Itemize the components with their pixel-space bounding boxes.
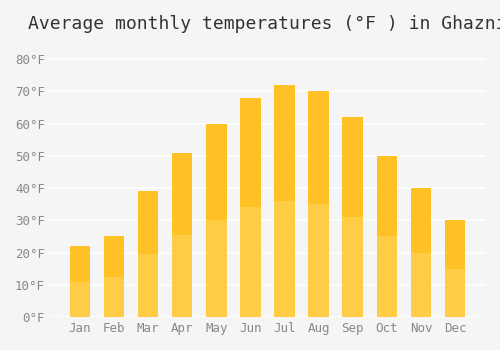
Bar bbox=[308, 204, 329, 317]
Bar bbox=[206, 220, 227, 317]
Bar bbox=[104, 237, 124, 317]
Bar bbox=[206, 124, 227, 317]
Title: Average monthly temperatures (°F ) in Ghazni: Average monthly temperatures (°F ) in Gh… bbox=[28, 15, 500, 33]
Bar bbox=[104, 277, 124, 317]
Bar bbox=[376, 156, 397, 317]
Bar bbox=[138, 191, 158, 317]
Bar bbox=[308, 91, 329, 317]
Bar bbox=[308, 91, 329, 317]
Bar bbox=[240, 98, 260, 317]
Bar bbox=[342, 117, 363, 317]
Bar bbox=[138, 191, 158, 317]
Bar bbox=[445, 269, 465, 317]
Bar bbox=[410, 188, 431, 317]
Bar bbox=[410, 253, 431, 317]
Bar bbox=[138, 254, 158, 317]
Bar bbox=[70, 246, 90, 317]
Bar bbox=[70, 246, 90, 317]
Bar bbox=[342, 117, 363, 317]
Bar bbox=[104, 237, 124, 317]
Bar bbox=[274, 201, 294, 317]
Bar bbox=[342, 217, 363, 317]
Bar bbox=[172, 153, 193, 317]
Bar bbox=[274, 85, 294, 317]
Bar bbox=[376, 237, 397, 317]
Bar bbox=[376, 156, 397, 317]
Bar bbox=[240, 98, 260, 317]
Bar bbox=[445, 220, 465, 317]
Bar bbox=[410, 188, 431, 317]
Bar bbox=[445, 220, 465, 317]
Bar bbox=[240, 208, 260, 317]
Bar bbox=[172, 153, 193, 317]
Bar bbox=[274, 85, 294, 317]
Bar bbox=[172, 235, 193, 317]
Bar bbox=[70, 282, 90, 317]
Bar bbox=[206, 124, 227, 317]
